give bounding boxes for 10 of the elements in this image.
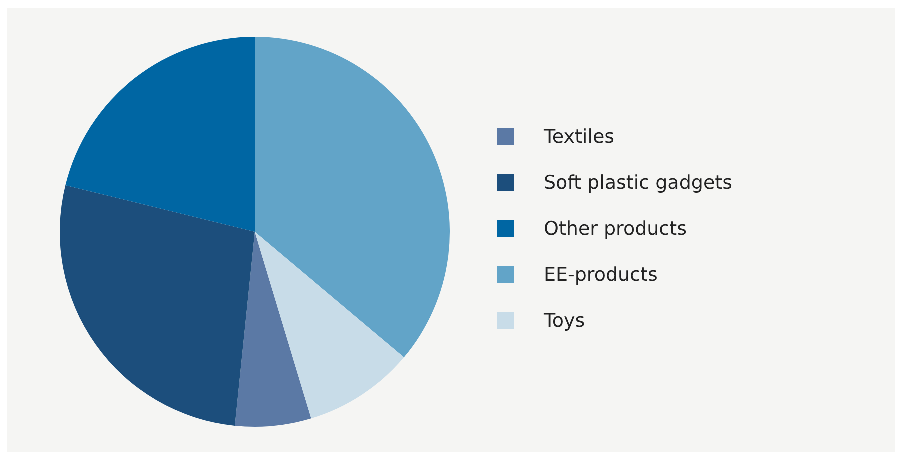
pie-slice xyxy=(66,37,256,232)
pie-slice xyxy=(255,37,450,358)
legend-label: Soft plastic gadgets xyxy=(544,172,732,194)
legend-label: Toys xyxy=(543,310,586,332)
legend-label: Textiles xyxy=(543,126,615,148)
pie-slice xyxy=(60,185,255,426)
legend-label: Other products xyxy=(544,218,687,240)
pie-slice xyxy=(235,232,312,427)
legend-label: EE-products xyxy=(544,264,658,286)
pie-slice xyxy=(255,232,404,419)
